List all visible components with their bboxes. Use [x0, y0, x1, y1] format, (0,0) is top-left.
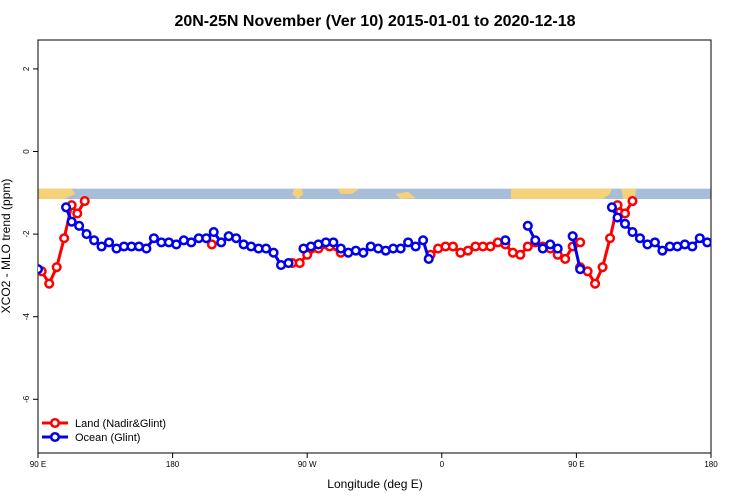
ocean-glint-point [545, 239, 556, 250]
plot-frame [37, 39, 712, 454]
land-mexico [337, 188, 360, 194]
land-asia-left [38, 188, 76, 200]
land-nadir-glint-point [485, 241, 496, 252]
land-nadir-glint-point [462, 245, 474, 256]
x-tick-label: 180 [704, 460, 718, 469]
x-tick-label: 0 [440, 460, 445, 469]
ocean-glint-point [186, 237, 197, 248]
legend-land-nadir-glint-label: Land (Nadir&Glint) [75, 418, 166, 430]
x-tick-label: 90 E [30, 460, 46, 469]
x-tick-label: 90 W [298, 460, 317, 469]
land-ocean-map-band [38, 188, 711, 200]
ocean-glint-point [81, 229, 92, 240]
y-tick-label: 2 [22, 66, 31, 71]
land-nadir-glint-point [597, 262, 608, 273]
ocean-glint-point [335, 243, 346, 254]
ocean-glint-point [148, 233, 159, 244]
ocean-glint-point [60, 202, 72, 213]
x-tick-label: 180 [166, 460, 180, 469]
ocean-glint-point [141, 243, 152, 254]
ocean-glint-point [358, 247, 369, 258]
land-nadir-glint-point [294, 257, 305, 269]
land-nadir-glint-point [619, 208, 631, 219]
ocean-glint-point [89, 235, 100, 246]
y-tick-label: -4 [22, 313, 31, 321]
ocean-glint-point [649, 237, 660, 248]
y-tick-label: -2 [22, 230, 31, 238]
ocean-glint-point [619, 218, 631, 229]
land-nadir-glint-point [59, 233, 70, 244]
ocean-glint-point [201, 233, 212, 244]
ocean-glint-point [96, 241, 107, 252]
land-nadir-glint-point [605, 233, 616, 244]
ocean-glint-point [268, 247, 279, 258]
ocean-glint-point [103, 237, 115, 248]
ocean-glint-point [552, 243, 563, 254]
legend: Land (Nadir&Glint) Ocean (Glint) [42, 417, 166, 444]
series-group [38, 196, 711, 289]
y-tick-label: 0 [22, 149, 31, 154]
land-nadir-glint-point [627, 196, 638, 207]
ocean-glint-point [606, 202, 617, 213]
ocean-band [38, 188, 711, 200]
ocean-glint-line-segment [64, 206, 289, 267]
ocean-glint-point [216, 237, 227, 248]
ocean-glint-point [410, 241, 421, 252]
ocean-glint-line-segment [571, 235, 582, 270]
land-pacific-island [292, 188, 304, 200]
ocean-glint-point [403, 237, 414, 248]
ocean-glint-point [395, 243, 406, 254]
ocean-glint-point [208, 226, 219, 238]
chart-title: 20N-25N November (Ver 10) 2015-01-01 to … [174, 13, 575, 30]
x-axis-label: Longitude (deg E) [327, 477, 422, 491]
ocean-glint-point [66, 216, 77, 227]
ocean-glint-point [261, 243, 272, 254]
ocean-glint-point [537, 243, 548, 254]
legend-ocean-glint-marker [49, 431, 61, 443]
y-tick-label: -6 [22, 395, 31, 403]
land-nadir-glint-point [72, 208, 83, 219]
x-tick-label: 90 E [568, 460, 584, 469]
ocean-glint-point [74, 220, 85, 231]
ocean-glint-point [231, 233, 242, 244]
ocean-glint-point [634, 233, 646, 244]
ocean-glint-point [283, 257, 294, 269]
land-nadir-glint-point [79, 196, 90, 207]
ocean-glint-point [657, 245, 668, 256]
ocean-glint-point [575, 264, 586, 275]
y-axis: 2 0 -2 -4 -6 [22, 66, 38, 403]
ocean-glint-point [38, 264, 44, 275]
legend-land-nadir-glint-marker [49, 417, 61, 429]
ocean-glint-point [612, 212, 623, 223]
ocean-glint-point [328, 237, 339, 248]
land-africa-arabia [510, 188, 612, 200]
land-nadir-glint-point [206, 239, 217, 250]
land-nadir-glint-point [51, 262, 62, 273]
ocean-glint-point [522, 220, 533, 231]
land-cuba [395, 191, 416, 200]
land-nadir-glint-point [44, 278, 55, 289]
ocean-glint-point [423, 253, 434, 264]
x-axis: 90 E 180 90 W 0 90 E 180 [30, 453, 718, 469]
ocean-glint-point [687, 241, 698, 252]
land-nadir-glint-point [575, 237, 586, 248]
ocean-glint-point [694, 233, 705, 244]
ocean-glint-point [627, 226, 638, 238]
ocean-glint-point [530, 235, 541, 246]
ocean-glint-point [171, 239, 182, 250]
y-axis-label: XCO2 - MLO trend (ppm) [0, 179, 13, 314]
ocean-glint-point [709, 238, 711, 246]
land-nadir-glint-point [590, 278, 601, 289]
land-nadir-glint-point [560, 253, 571, 264]
land-nadir-glint-point [515, 249, 526, 260]
land-nadir-glint-point [447, 241, 459, 252]
legend-ocean-glint-label: Ocean (Glint) [75, 432, 140, 444]
ocean-glint-point [567, 231, 578, 242]
land-nadir-glint-point [522, 241, 533, 252]
ocean-glint-point [418, 235, 429, 246]
ocean-glint-point [500, 235, 511, 246]
ocean-glint-point [702, 237, 711, 248]
